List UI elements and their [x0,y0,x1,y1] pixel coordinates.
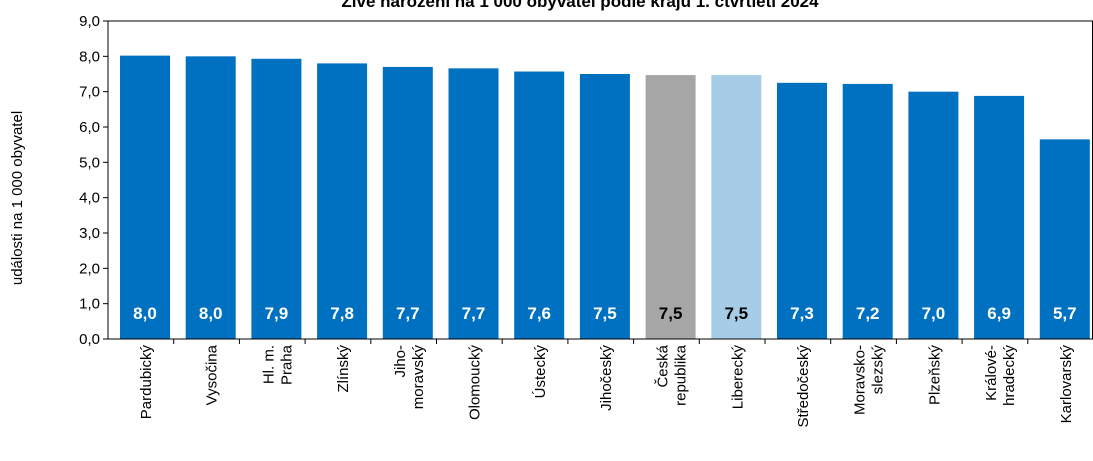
bar [120,55,170,339]
bar [974,95,1025,339]
x-tick-label: Plzeňský [926,345,943,406]
data-label: 7,6 [527,304,551,323]
x-tick-label: Karlovarský [1058,345,1075,424]
data-label: 6,9 [987,304,1011,323]
data-label: 7,0 [922,304,946,323]
data-label: 8,0 [199,304,223,323]
x-tick-label: Olomoucký [467,345,484,421]
bar [382,66,433,339]
data-label: 8,0 [133,304,157,323]
x-tick-label: Jiho-moravský [392,345,427,410]
y-axis-title: události na 1 000 obyvatel [9,111,26,285]
y-tick-label: 3,0 [79,225,100,242]
x-tick-label: Liberecký [729,345,746,410]
y-tick-label: 7,0 [79,84,100,101]
bar [251,58,302,339]
data-label: 7,5 [593,304,617,323]
x-tick-label: Středočeský [795,345,812,428]
bar [185,56,236,339]
x-tick-label: Hl. m.Praha [260,344,295,385]
x-tick-label: Jihočeský [598,345,615,411]
bar [317,63,368,340]
data-label: 7,5 [724,304,748,323]
x-tick-label: Moravsko-slezský [852,345,887,416]
bar [777,82,827,339]
y-tick-label: 6,0 [79,119,100,136]
data-label: 7,7 [462,304,486,323]
x-tick-label: Ústecký [532,345,549,399]
data-label: 7,9 [265,304,289,323]
y-tick-label: 4,0 [79,190,100,207]
y-tick-label: 5,0 [79,154,100,171]
bar [711,75,762,339]
x-tick-label: Zlínský [335,345,352,393]
data-label: 7,7 [396,304,420,323]
bar [645,75,696,339]
x-tick-label: Pardubický [138,345,155,420]
y-tick-label: 8,0 [79,48,100,65]
y-tick-label: 1,0 [79,296,100,313]
data-label: 7,2 [856,304,880,323]
x-tick-label: Králové-hradecký [983,345,1018,406]
bar [448,68,499,339]
bar [1039,139,1090,339]
bar [908,91,959,340]
y-tick-label: 9,0 [79,13,100,30]
chart-title: Živě narození na 1 000 obyvatel podle kr… [341,0,819,11]
y-tick-label: 2,0 [79,260,100,277]
data-label: 5,7 [1053,304,1077,323]
data-label: 7,8 [330,304,354,323]
data-label: 7,3 [790,304,814,323]
x-tick-label: Vysočina [204,344,221,405]
bar [514,71,565,339]
x-tick-label: Českárepublika [655,344,690,406]
bar [579,74,630,339]
data-label: 7,5 [659,304,683,323]
bar [842,83,893,339]
y-tick-label: 0,0 [79,331,100,348]
